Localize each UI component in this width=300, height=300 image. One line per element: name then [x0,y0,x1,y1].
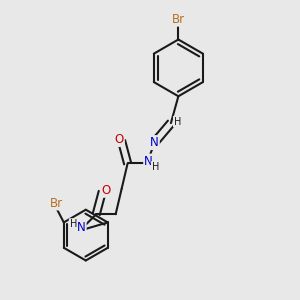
Text: H: H [152,162,159,172]
Text: O: O [101,184,110,197]
Text: Br: Br [172,13,185,26]
Text: N: N [144,154,153,167]
Text: N: N [150,136,159,149]
Text: H: H [174,117,181,127]
Text: O: O [115,133,124,146]
Text: H: H [70,219,77,229]
Text: Br: Br [50,196,63,209]
Text: N: N [77,221,86,234]
